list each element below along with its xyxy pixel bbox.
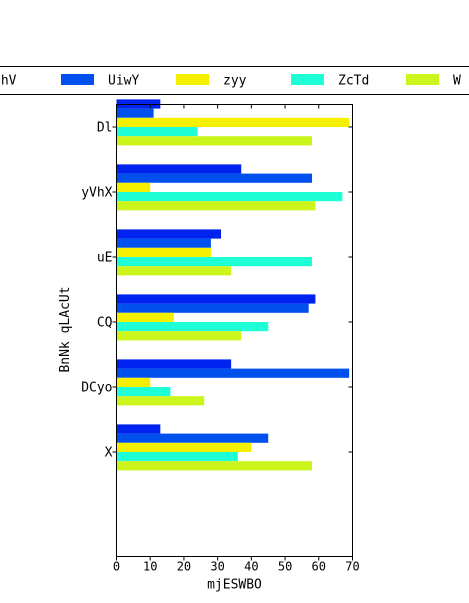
bar-ZcTd-X [116, 452, 238, 462]
y-tick-label: uE [97, 251, 113, 266]
bar-zyy-yVhX [116, 182, 151, 192]
legend-label-UiwY: UiwY [108, 74, 139, 89]
bar-zyy-Dl [116, 117, 350, 127]
bar-QhV-CQ [116, 294, 316, 304]
bar-UiwY-yVhX [116, 173, 313, 183]
x-tick-label: 0 [113, 560, 120, 574]
legend-swatch-ZcTd [291, 74, 324, 85]
bar-ZcTd-CQ [116, 322, 269, 332]
bar-QhV-X [116, 424, 161, 434]
y-axis: Dl yVhX uE CQ DCyo X [81, 121, 353, 461]
x-tick-label: 50 [278, 560, 292, 574]
legend-label-ZcTd: ZcTd [338, 74, 369, 89]
x-tick-label: 40 [244, 560, 258, 574]
bars [116, 99, 350, 471]
bar-QhV-DCyo [116, 359, 232, 369]
bar-zyy-DCyo [116, 377, 151, 387]
plot-area-frame [116, 104, 353, 557]
y-tick-label: DCyo [81, 381, 112, 396]
x-axis: 0 10 20 30 40 50 60 70 [113, 104, 360, 574]
bar-UiwY-Dl [116, 108, 154, 118]
legend-swatch-W [406, 74, 439, 85]
x-tick-label: 30 [210, 560, 224, 574]
y-tick-label: yVhX [81, 186, 112, 201]
bar-ZcTd-Dl [116, 127, 198, 137]
x-axis-label: mjESWBO [207, 578, 262, 593]
legend: QhV UiwY zyy ZcTd W [0, 66, 469, 95]
x-tick-label: 70 [345, 560, 359, 574]
legend-swatch-zyy [176, 74, 209, 85]
bar-W-DCyo [116, 396, 205, 406]
x-tick-label: 60 [312, 560, 326, 574]
bar-W-CQ [116, 331, 242, 341]
x-tick-label: 10 [143, 560, 157, 574]
bar-ZcTd-DCyo [116, 387, 171, 397]
bar-UiwY-X [116, 433, 269, 443]
bar-W-uE [116, 266, 232, 276]
y-axis-label: BnNk qLAcUt [58, 286, 73, 372]
x-tick-label: 20 [177, 560, 191, 574]
legend-swatch-UiwY [61, 74, 94, 85]
bar-ZcTd-uE [116, 257, 313, 267]
legend-label-zyy: zyy [223, 74, 247, 89]
bar-W-X [116, 461, 313, 471]
bar-zyy-uE [116, 247, 211, 257]
bar-QhV-uE [116, 229, 222, 239]
bar-UiwY-CQ [116, 303, 309, 313]
bar-zyy-X [116, 442, 252, 452]
bar-UiwY-uE [116, 238, 211, 248]
bar-UiwY-DCyo [116, 368, 350, 378]
y-tick-label: CQ [97, 316, 113, 331]
bar-W-Dl [116, 136, 313, 146]
bar-W-yVhX [116, 201, 316, 211]
bar-zyy-CQ [116, 312, 174, 322]
y-tick-label: Dl [97, 121, 113, 136]
bar-ZcTd-yVhX [116, 192, 343, 202]
y-tick-label: X [105, 446, 113, 461]
legend-label-QhV: QhV [0, 74, 17, 89]
bar-QhV-yVhX [116, 164, 242, 174]
legend-label-W: W [453, 74, 461, 89]
